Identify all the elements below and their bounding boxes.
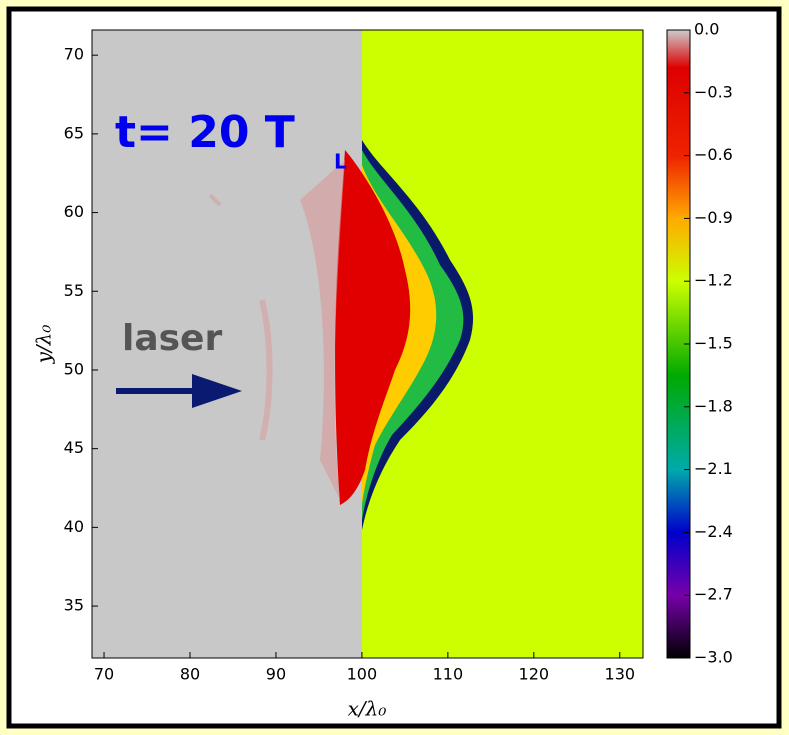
y-tick-label: 70 [64, 45, 84, 64]
y-tick-label: 50 [64, 359, 84, 378]
x-tick-label: 90 [266, 665, 286, 684]
y-tick-label: 55 [64, 281, 84, 300]
colorbar-tick-label: −1.2 [694, 271, 733, 290]
y-tick-label: 45 [64, 438, 84, 457]
colorbar-tick-label: −2.4 [694, 522, 733, 541]
y-tick-label: 60 [64, 202, 84, 221]
colorbar-tick-label: −0.3 [694, 82, 733, 101]
field [92, 30, 643, 658]
colorbar-tick-label: −2.1 [694, 459, 733, 478]
x-tick-label: 80 [180, 665, 200, 684]
colorbar-tick-label: 0.0 [694, 20, 719, 39]
y-axis-label: y/λ₀ [32, 325, 56, 365]
x-axis-label: x/λ₀ [348, 697, 387, 721]
colorbar-tick-label: −0.9 [694, 208, 733, 227]
x-tick-label: 130 [605, 665, 636, 684]
x-tick-label: 70 [94, 665, 114, 684]
colorbar-tick-label: −1.5 [694, 334, 733, 353]
x-tick-label: 100 [347, 665, 378, 684]
colorbar-tick-label: −1.8 [694, 396, 733, 415]
laser-arrow [116, 374, 242, 408]
plot-frame [91, 29, 644, 659]
x-tick-label: 110 [433, 665, 464, 684]
time-annotation: t= 20 T [115, 107, 295, 158]
y-tick-label: 40 [64, 517, 84, 536]
y-tick-label: 65 [64, 123, 84, 142]
colorbar-tick-label: −0.6 [694, 145, 733, 164]
x-tick-label: 120 [519, 665, 550, 684]
colorbar-tick-label: −3.0 [694, 648, 733, 667]
time-subscript: L [334, 150, 347, 174]
laser-label: laser [122, 318, 222, 359]
colorbar-tick-label: −2.7 [694, 585, 733, 604]
y-tick-label: 35 [64, 596, 84, 615]
